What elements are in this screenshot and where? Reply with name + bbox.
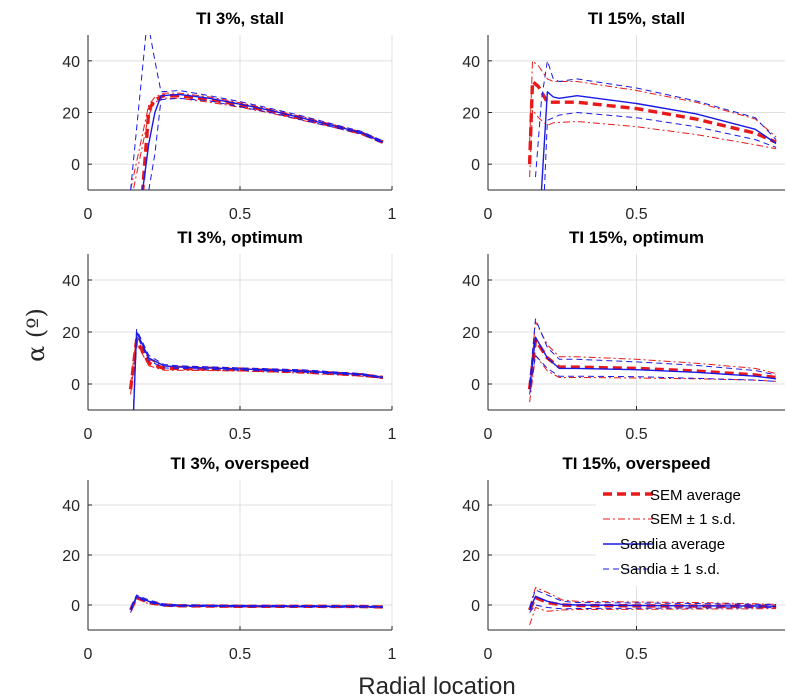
- x-tick-label: 0: [84, 206, 93, 223]
- series-line: [540, 91, 777, 190]
- series-line: [529, 354, 777, 403]
- y-tick-label: 40: [62, 54, 80, 71]
- legend-label-sandia-average: Sandia average: [620, 536, 725, 553]
- y-tick-label: 20: [62, 325, 80, 342]
- x-tick-label: 0: [484, 646, 493, 663]
- series-group: [130, 35, 384, 190]
- series-group: [527, 318, 777, 403]
- series-line: [130, 35, 384, 190]
- series-line: [529, 589, 777, 608]
- y-tick-label: 20: [62, 106, 80, 123]
- y-tick-label: 20: [462, 548, 480, 565]
- series-group: [527, 60, 777, 190]
- y-tick-label: 0: [71, 377, 80, 394]
- y-tick-label: 0: [471, 598, 480, 615]
- series-line: [133, 328, 383, 405]
- y-tick-label: 0: [71, 157, 80, 174]
- x-tick-label: 1: [388, 426, 397, 443]
- subplot-title: TI 3%, stall: [196, 9, 284, 28]
- subplot-3: 0 0.5 1 0 20 40 TI 3%, optimum: [62, 228, 396, 443]
- legend-label-sandia-sd: Sandia ± 1 s.d.: [620, 561, 720, 578]
- series-line: [133, 334, 383, 410]
- legend-label-sem-average: SEM average: [650, 487, 741, 504]
- series-line: [130, 594, 383, 608]
- series-line: [528, 336, 777, 390]
- x-tick-label: 1: [388, 206, 397, 223]
- subplot-title: TI 3%, overspeed: [171, 454, 310, 473]
- subplot-1: 0 0.5 1 0 20 40 TI 3%, stall: [62, 9, 396, 223]
- series-line: [130, 343, 383, 395]
- y-tick-label: 40: [462, 54, 480, 71]
- series-line: [527, 79, 777, 165]
- subplot-4: 0 0.5 0 20 40 TI 15%, optimum: [462, 228, 785, 443]
- series-group: [128, 328, 384, 410]
- x-tick-label: 1: [388, 646, 397, 663]
- legend-box: [596, 478, 786, 586]
- x-tick-label: 0.5: [625, 206, 647, 223]
- series-line: [142, 93, 384, 190]
- subplot-title: TI 3%, optimum: [177, 228, 303, 247]
- legend-label-sem-sd: SEM ± 1 s.d.: [650, 511, 736, 528]
- subplot-2: 0 0.5 0 20 40 TI 15%, stall: [462, 9, 785, 223]
- series-line: [140, 94, 384, 190]
- y-tick-label: 0: [71, 598, 80, 615]
- y-tick-label: 0: [471, 377, 480, 394]
- series-line: [528, 595, 777, 611]
- y-tick-label: 40: [462, 498, 480, 515]
- x-tick-label: 0.5: [625, 426, 647, 443]
- series-group: [129, 594, 383, 613]
- series-line: [529, 318, 777, 385]
- series-line: [529, 60, 777, 144]
- legend: SEM average SEM ± 1 s.d. Sandia average …: [596, 478, 786, 586]
- series-line: [130, 335, 383, 385]
- series-line: [132, 97, 384, 190]
- series-line: [129, 595, 383, 611]
- series-line: [527, 338, 777, 390]
- series-line: [529, 109, 777, 178]
- series-group: [528, 587, 777, 626]
- series-line: [130, 597, 383, 613]
- y-tick-label: 20: [462, 106, 480, 123]
- y-tick-label: 40: [462, 273, 480, 290]
- x-tick-label: 0: [484, 426, 493, 443]
- subplot-title: TI 15%, overspeed: [562, 454, 710, 473]
- subplot-title: TI 15%, stall: [588, 9, 685, 28]
- subplot-title: TI 15%, optimum: [569, 228, 704, 247]
- series-line: [543, 112, 777, 190]
- series-line: [535, 60, 777, 178]
- x-tick-label: 0: [84, 646, 93, 663]
- series-line: [130, 92, 384, 190]
- y-tick-label: 0: [471, 157, 480, 174]
- series-line: [529, 321, 777, 385]
- x-tick-label: 0: [84, 426, 93, 443]
- series-line: [529, 607, 777, 626]
- subplot-5: 0 0.5 1 0 20 40 TI 3%, overspeed: [62, 454, 396, 663]
- x-tick-label: 0.5: [229, 206, 251, 223]
- series-line: [529, 354, 777, 395]
- y-tick-label: 40: [62, 498, 80, 515]
- y-tick-label: 20: [462, 325, 480, 342]
- series-line: [529, 587, 777, 608]
- x-axis-label: Radial location: [358, 673, 515, 700]
- y-tick-label: 40: [62, 273, 80, 290]
- y-tick-label: 20: [62, 548, 80, 565]
- series-line: [132, 331, 384, 410]
- series-line: [148, 97, 384, 190]
- series-line: [529, 604, 777, 613]
- x-tick-label: 0.5: [625, 646, 647, 663]
- x-tick-label: 0.5: [229, 426, 251, 443]
- x-tick-label: 0.5: [229, 646, 251, 663]
- x-tick-label: 0: [484, 206, 493, 223]
- y-axis-label: α (º): [22, 308, 50, 362]
